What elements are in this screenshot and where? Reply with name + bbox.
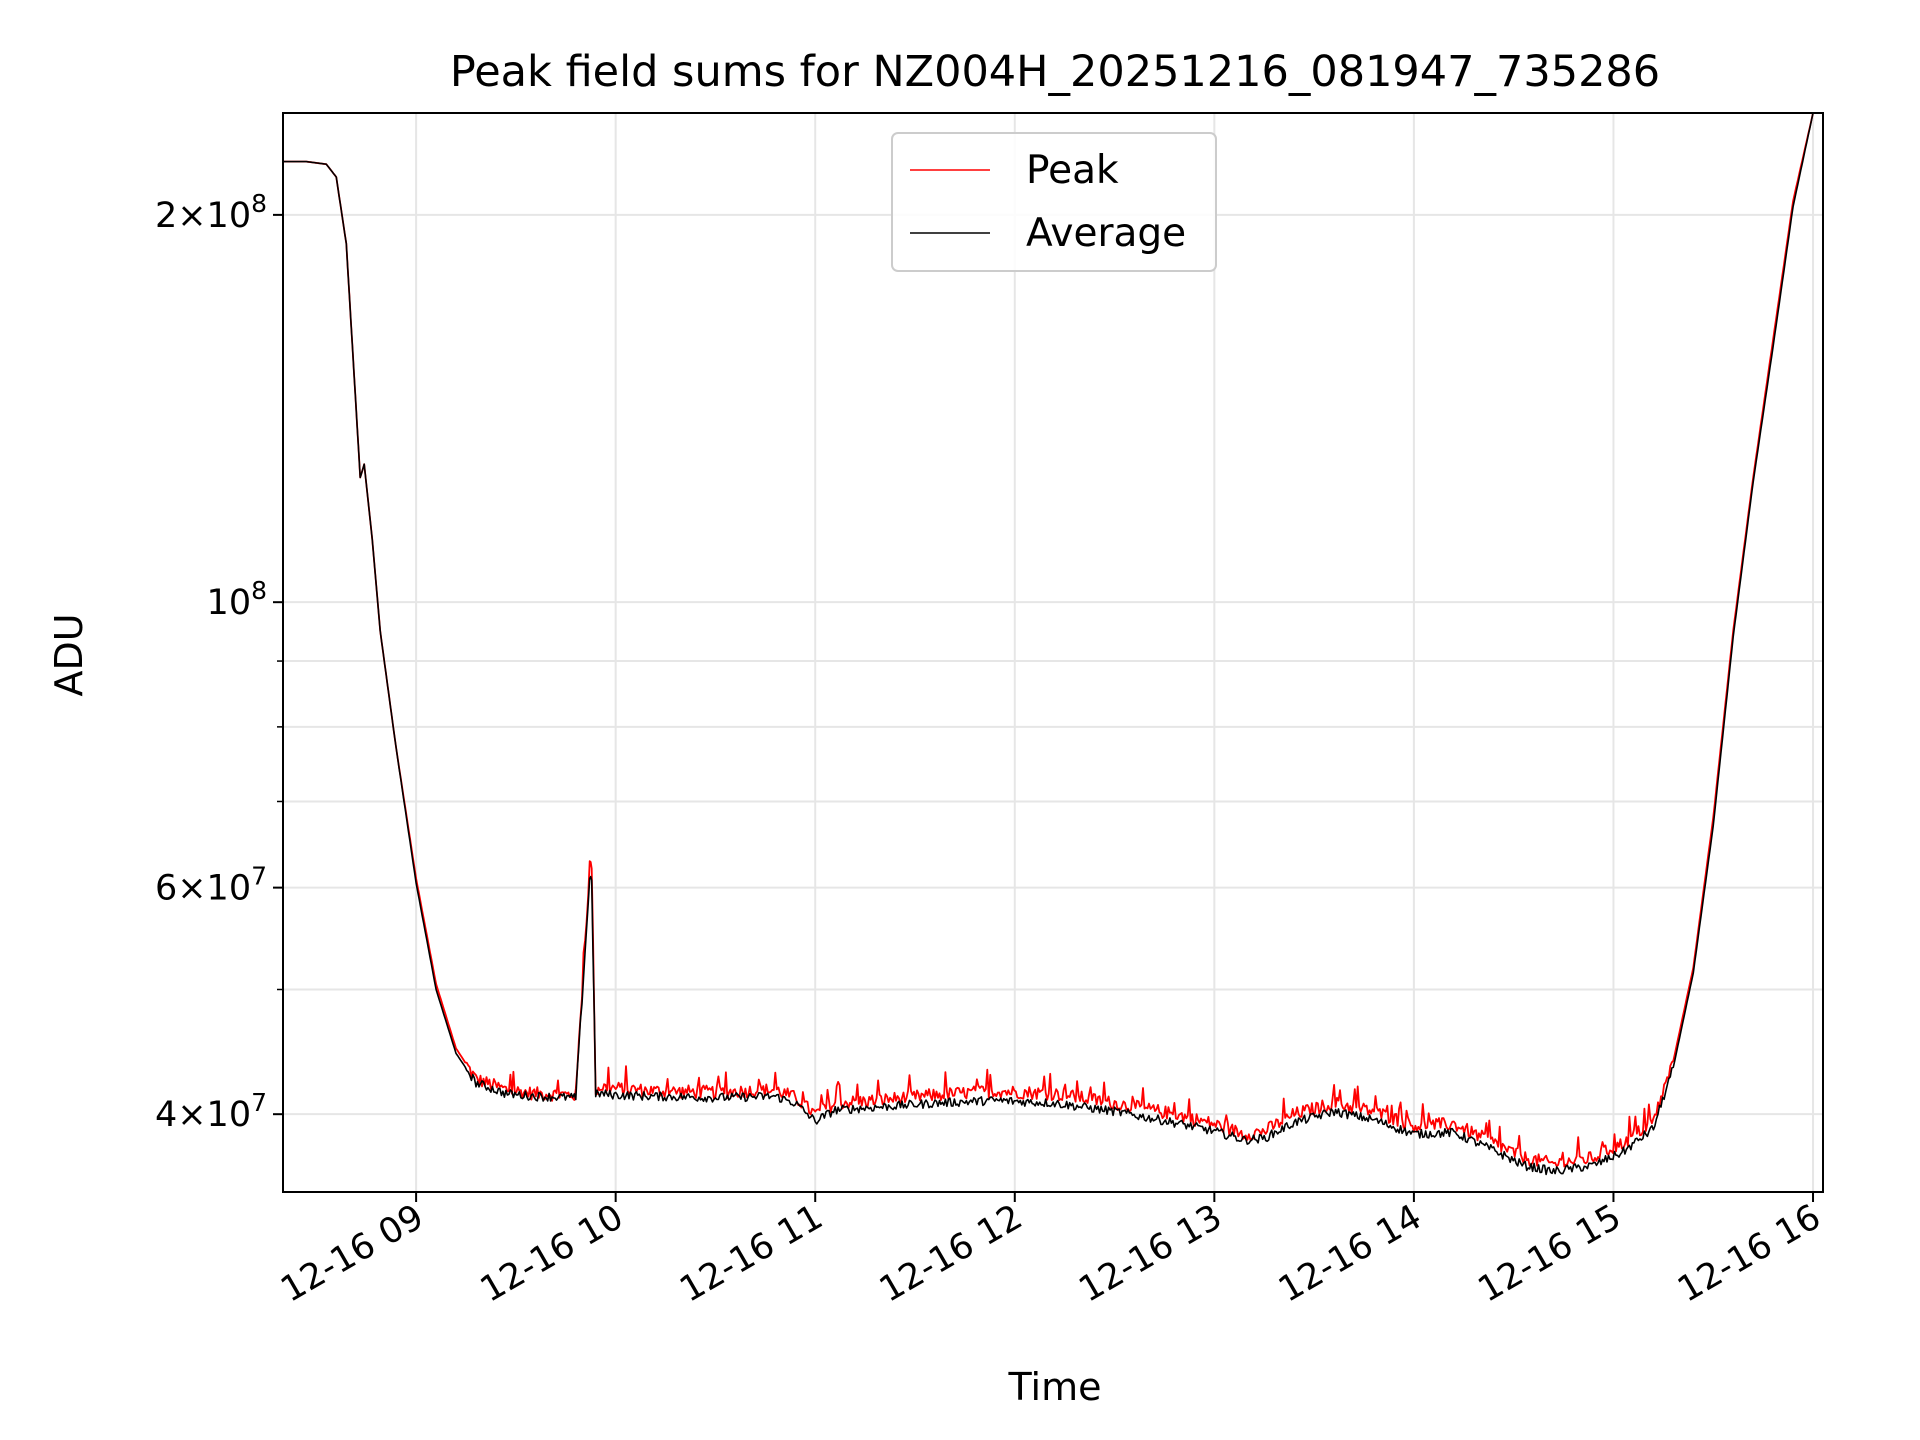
- y-tick-label: 108: [207, 576, 267, 623]
- axis-ticks: 12-16 09 12-16 10 12-16 11 12-16 12 12-16 13…: [155, 189, 1828, 1311]
- legend-box: [891, 132, 1217, 272]
- legend-peak-label: Peak: [1026, 148, 1119, 193]
- x-tick-label: 12-16 16: [1671, 1197, 1827, 1310]
- y-tick-label: 6×107: [155, 862, 267, 909]
- x-axis-label: Time: [1008, 1365, 1102, 1409]
- plot-frame: [282, 112, 1824, 1193]
- x-tick-label: 12-16 09: [274, 1197, 430, 1310]
- chart-title: Peak field sums for NZ004H_20251216_0819…: [450, 47, 1660, 97]
- y-tick-label: 4×107: [155, 1088, 267, 1135]
- x-tick-label: 12-16 11: [673, 1197, 829, 1310]
- x-tick-label: 12-16 10: [474, 1197, 630, 1310]
- y-tick-label: 2×108: [155, 189, 267, 236]
- x-tick-label: 12-16 13: [1073, 1197, 1229, 1310]
- x-tick-label: 12-16 14: [1272, 1197, 1428, 1310]
- legend: Peak Average: [891, 132, 1217, 272]
- legend-average-label: Average: [1026, 211, 1186, 256]
- y-axis-label: ADU: [47, 613, 91, 696]
- grid-lines: [283, 113, 1823, 1192]
- x-tick-label: 12-16 15: [1472, 1197, 1628, 1310]
- series-line-average: [283, 112, 1814, 1176]
- series-layer: [283, 112, 1814, 1176]
- x-tick-label: 12-16 12: [873, 1197, 1029, 1310]
- series-line-peak: [283, 112, 1814, 1168]
